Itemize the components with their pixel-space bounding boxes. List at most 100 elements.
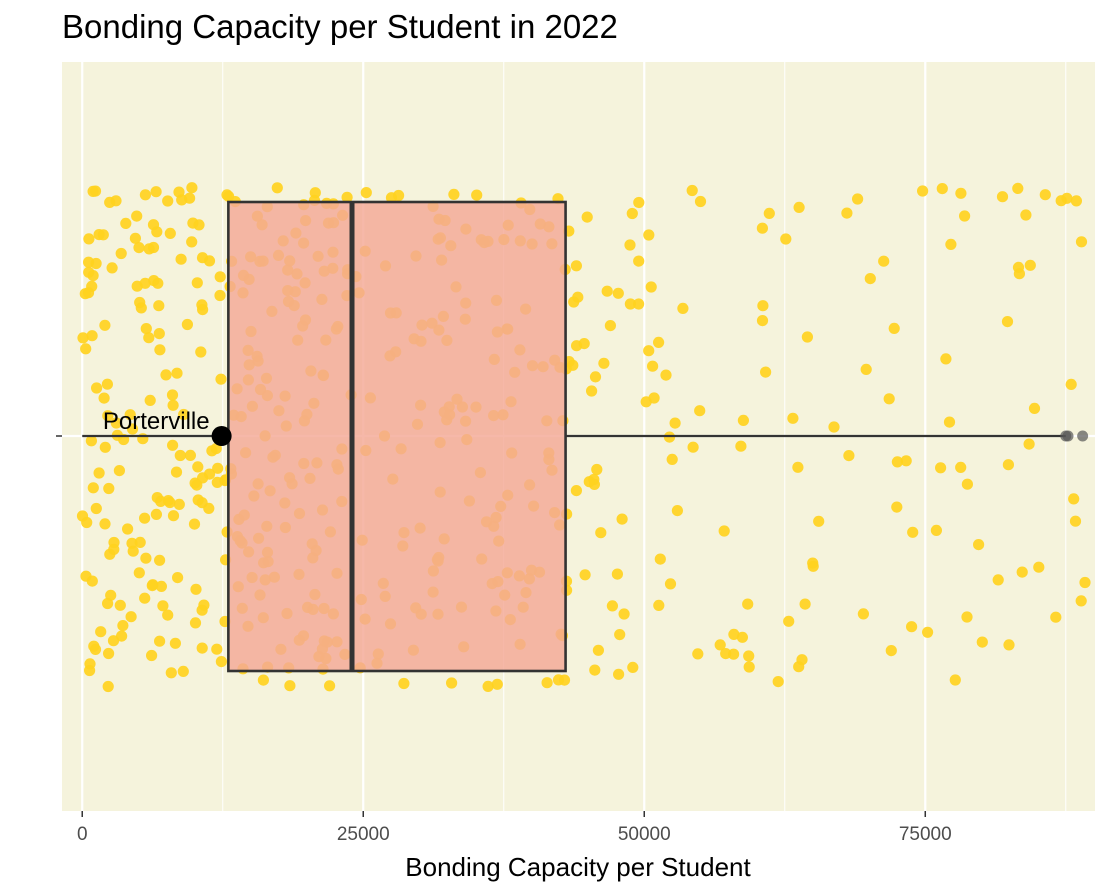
data-point — [653, 599, 665, 612]
data-point — [787, 412, 799, 424]
data-point — [552, 674, 565, 686]
data-point — [841, 207, 853, 219]
data-point — [83, 266, 95, 278]
data-point — [792, 461, 804, 473]
data-point — [735, 440, 747, 452]
data-point — [647, 360, 659, 372]
data-point — [586, 385, 598, 397]
data-point — [133, 567, 145, 579]
data-point — [756, 222, 769, 234]
data-point — [801, 331, 814, 343]
data-point — [1001, 316, 1014, 328]
data-point — [99, 518, 111, 530]
data-point — [955, 461, 967, 473]
data-point — [91, 382, 103, 394]
data-point — [857, 608, 870, 620]
data-point — [930, 524, 943, 537]
data-point — [624, 298, 637, 310]
data-point — [864, 273, 876, 285]
x-tick-label: 0 — [77, 824, 88, 845]
data-point — [155, 495, 167, 507]
data-point — [757, 300, 769, 312]
data-point — [80, 343, 92, 355]
data-point — [1039, 189, 1051, 201]
data-point — [807, 557, 819, 569]
data-point — [82, 287, 95, 299]
data-point — [108, 543, 120, 556]
data-point — [1075, 595, 1087, 607]
data-point — [172, 572, 184, 584]
data-point — [99, 319, 111, 331]
data-point — [992, 574, 1004, 586]
data-point — [624, 239, 636, 251]
data-point — [110, 417, 122, 429]
data-point — [936, 183, 948, 195]
data-point — [1075, 236, 1088, 248]
data-point — [124, 409, 136, 421]
data-point — [153, 328, 165, 340]
data-point — [583, 476, 595, 488]
data-point — [160, 369, 172, 381]
data-point — [935, 462, 947, 474]
highlight-annotation: Porterville — [103, 408, 232, 446]
data-point — [743, 661, 755, 673]
data-point — [162, 609, 174, 621]
data-point — [606, 600, 619, 612]
data-point — [756, 315, 769, 327]
data-point — [174, 449, 186, 462]
data-point — [906, 621, 918, 633]
data-point — [579, 569, 591, 581]
data-point — [76, 510, 89, 522]
data-point — [578, 338, 590, 350]
data-point — [900, 455, 912, 467]
data-point — [99, 441, 111, 453]
data-point — [215, 656, 227, 668]
data-point — [614, 629, 626, 641]
data-point — [627, 661, 639, 674]
data-point — [1016, 566, 1028, 578]
data-point — [139, 277, 151, 289]
data-point — [154, 344, 166, 356]
outlier-point — [1077, 430, 1089, 442]
data-point — [471, 189, 483, 201]
data-point — [1002, 459, 1015, 471]
data-point — [90, 502, 102, 515]
data-point — [139, 512, 151, 524]
data-point — [643, 345, 655, 357]
data-point — [147, 241, 160, 254]
data-point — [90, 257, 102, 270]
data-point — [592, 644, 605, 656]
data-point — [151, 226, 163, 238]
data-point — [157, 600, 169, 612]
data-point — [198, 599, 210, 611]
data-point — [570, 260, 583, 272]
data-point — [760, 366, 772, 378]
data-point — [595, 527, 607, 539]
data-point — [961, 611, 973, 623]
data-point — [398, 677, 410, 690]
data-point — [491, 678, 503, 690]
data-point — [922, 626, 934, 638]
data-point — [1070, 195, 1082, 207]
data-point — [131, 210, 143, 222]
data-point — [140, 323, 152, 335]
outlier-point — [1062, 430, 1074, 442]
data-point — [1079, 576, 1091, 589]
data-point — [169, 637, 181, 649]
data-point — [341, 191, 353, 203]
data-point — [93, 467, 105, 479]
data-point — [660, 369, 672, 381]
data-point — [852, 193, 864, 205]
data-point — [196, 497, 208, 509]
data-point — [959, 210, 971, 222]
data-point — [257, 674, 269, 686]
data-point — [687, 441, 699, 453]
data-point — [125, 611, 137, 623]
data-point — [654, 553, 666, 565]
data-point — [943, 416, 956, 428]
data-point — [643, 229, 655, 241]
data-point — [146, 649, 158, 662]
data-point — [961, 478, 974, 490]
data-point — [541, 677, 553, 689]
data-point — [170, 466, 183, 478]
